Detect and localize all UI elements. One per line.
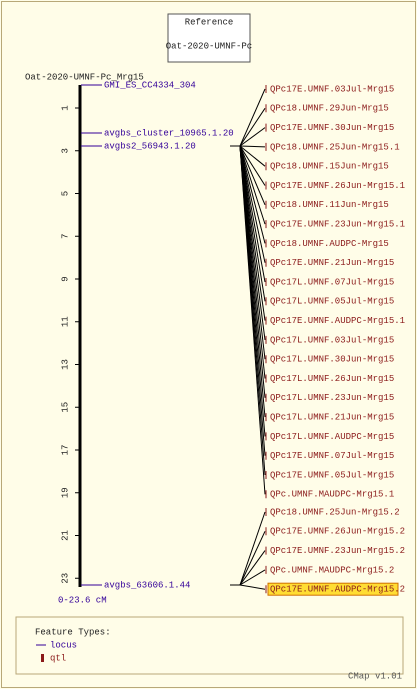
qtl-label: QPc17L.UMNF.AUDPC-Mrg15 [270,432,394,442]
qtl-connector [239,145,266,283]
map-tick-label: 23 [60,573,70,584]
qtl-connector [239,88,266,147]
qtl-label: QPc18.UMNF.29Jun-Mrg15 [270,104,389,114]
locus-label: avgbs_cluster_10965.1.20 [104,128,234,138]
qtl-label: QPc17E.UMNF.26Jun-Mrg15.2 [270,527,405,537]
qtl-label: QPc17L.UMNF.30Jun-Mrg15 [270,355,394,365]
qtl-label: QPc18.UMNF.25Jun-Mrg15.1 [270,142,400,152]
locus-label: GMI_ES_CC4334_304 [104,80,196,90]
qtl-connector [239,531,266,586]
qtl-label: QPc17L.UMNF.26Jun-Mrg15 [270,374,394,384]
qtl-connector [239,145,266,495]
qtl-connector [239,145,266,263]
qtl-label: QPc17E.UMNF.23Jun-Mrg15.1 [270,219,405,229]
qtl-label: QPc17L.UMNF.21Jun-Mrg15 [270,412,394,422]
qtl-connector [239,145,266,225]
map-tick-label: 7 [60,234,70,239]
qtl-label: QPc17E.UMNF.05Jul-Mrg15 [270,470,394,480]
qtl-label: QPc17E.UMNF.03Jul-Mrg15 [270,84,394,94]
qtl-connector [239,108,266,147]
locus-label: avgbs2_56943.1.20 [104,141,196,151]
qtl-connector [239,550,266,586]
qtl-connector [239,127,266,147]
map-tick-label: 11 [60,316,70,327]
qtl-connector [239,584,266,590]
qtl-label: QPc17E.UMNF.26Jun-Mrg15.1 [270,181,405,191]
qtl-connector [239,145,266,148]
map-range: 0-23.6 cM [58,595,107,605]
qtl-connector [239,145,266,186]
qtl-label: QPc18.UMNF.25Jun-Mrg15.2 [270,507,400,517]
map-tick-label: 13 [60,359,70,370]
reference-title: Reference [185,17,234,27]
qtl-label: QPc18.UMNF.15Jun-Mrg15 [270,162,389,172]
qtl-label: QPc17E.UMNF.AUDPC-Mrg15.2 [270,585,405,595]
map-name: Oat-2020-UMNF-Pc_Mrg15 [25,72,144,82]
qtl-connector [239,145,266,167]
qtl-label: QPc.UMNF.MAUDPC-Mrg15.1 [270,490,394,500]
qtl-connector [239,569,266,586]
qtl-label: QPc17E.UMNF.30Jun-Mrg15 [270,123,394,133]
qtl-connector [239,145,266,205]
qtl-label: QPc18.UMNF.AUDPC-Mrg15 [270,239,389,249]
locus-label: avgbs_63606.1.44 [104,580,190,590]
map-tick-label: 5 [60,191,70,196]
map-tick-label: 21 [60,530,70,541]
qtl-connector [239,145,266,244]
qtl-label: QPc17L.UMNF.23Jun-Mrg15 [270,393,394,403]
qtl-label: QPc17L.UMNF.07Jul-Mrg15 [270,277,394,287]
legend-qtl: qtl [50,653,66,663]
reference-box [167,13,251,63]
qtl-label: QPc18.UMNF.11Jun-Mrg15 [270,200,389,210]
reference-map: Oat-2020-UMNF-Pc [166,41,252,51]
qtl-label: QPc.UMNF.MAUDPC-Mrg15.2 [270,565,394,575]
qtl-label: QPc17E.UMNF.07Jul-Mrg15 [270,451,394,461]
legend-qtl-swatch [41,654,44,662]
qtl-label: QPc17E.UMNF.23Jun-Mrg15.2 [270,546,405,556]
qtl-label: QPc17E.UMNF.21Jun-Mrg15 [270,258,394,268]
map-tick-label: 3 [60,148,70,153]
map-tick-label: 19 [60,487,70,498]
qtl-label: QPc17E.UMNF.AUDPC-Mrg15.1 [270,316,405,326]
qtl-label: QPc17L.UMNF.03Jul-Mrg15 [270,335,394,345]
qtl-connector [239,511,266,586]
legend-box [15,616,404,675]
qtl-label: QPc17L.UMNF.05Jul-Mrg15 [270,297,394,307]
map-tick-label: 15 [60,402,70,413]
legend-title: Feature Types: [35,627,111,637]
map-tick-label: 9 [60,276,70,281]
map-tick-label: 1 [60,105,70,110]
qtl-highlight [267,582,399,596]
legend-locus: locus [50,640,77,650]
footer: CMap v1.01 [348,671,402,681]
map-tick-label: 17 [60,445,70,456]
